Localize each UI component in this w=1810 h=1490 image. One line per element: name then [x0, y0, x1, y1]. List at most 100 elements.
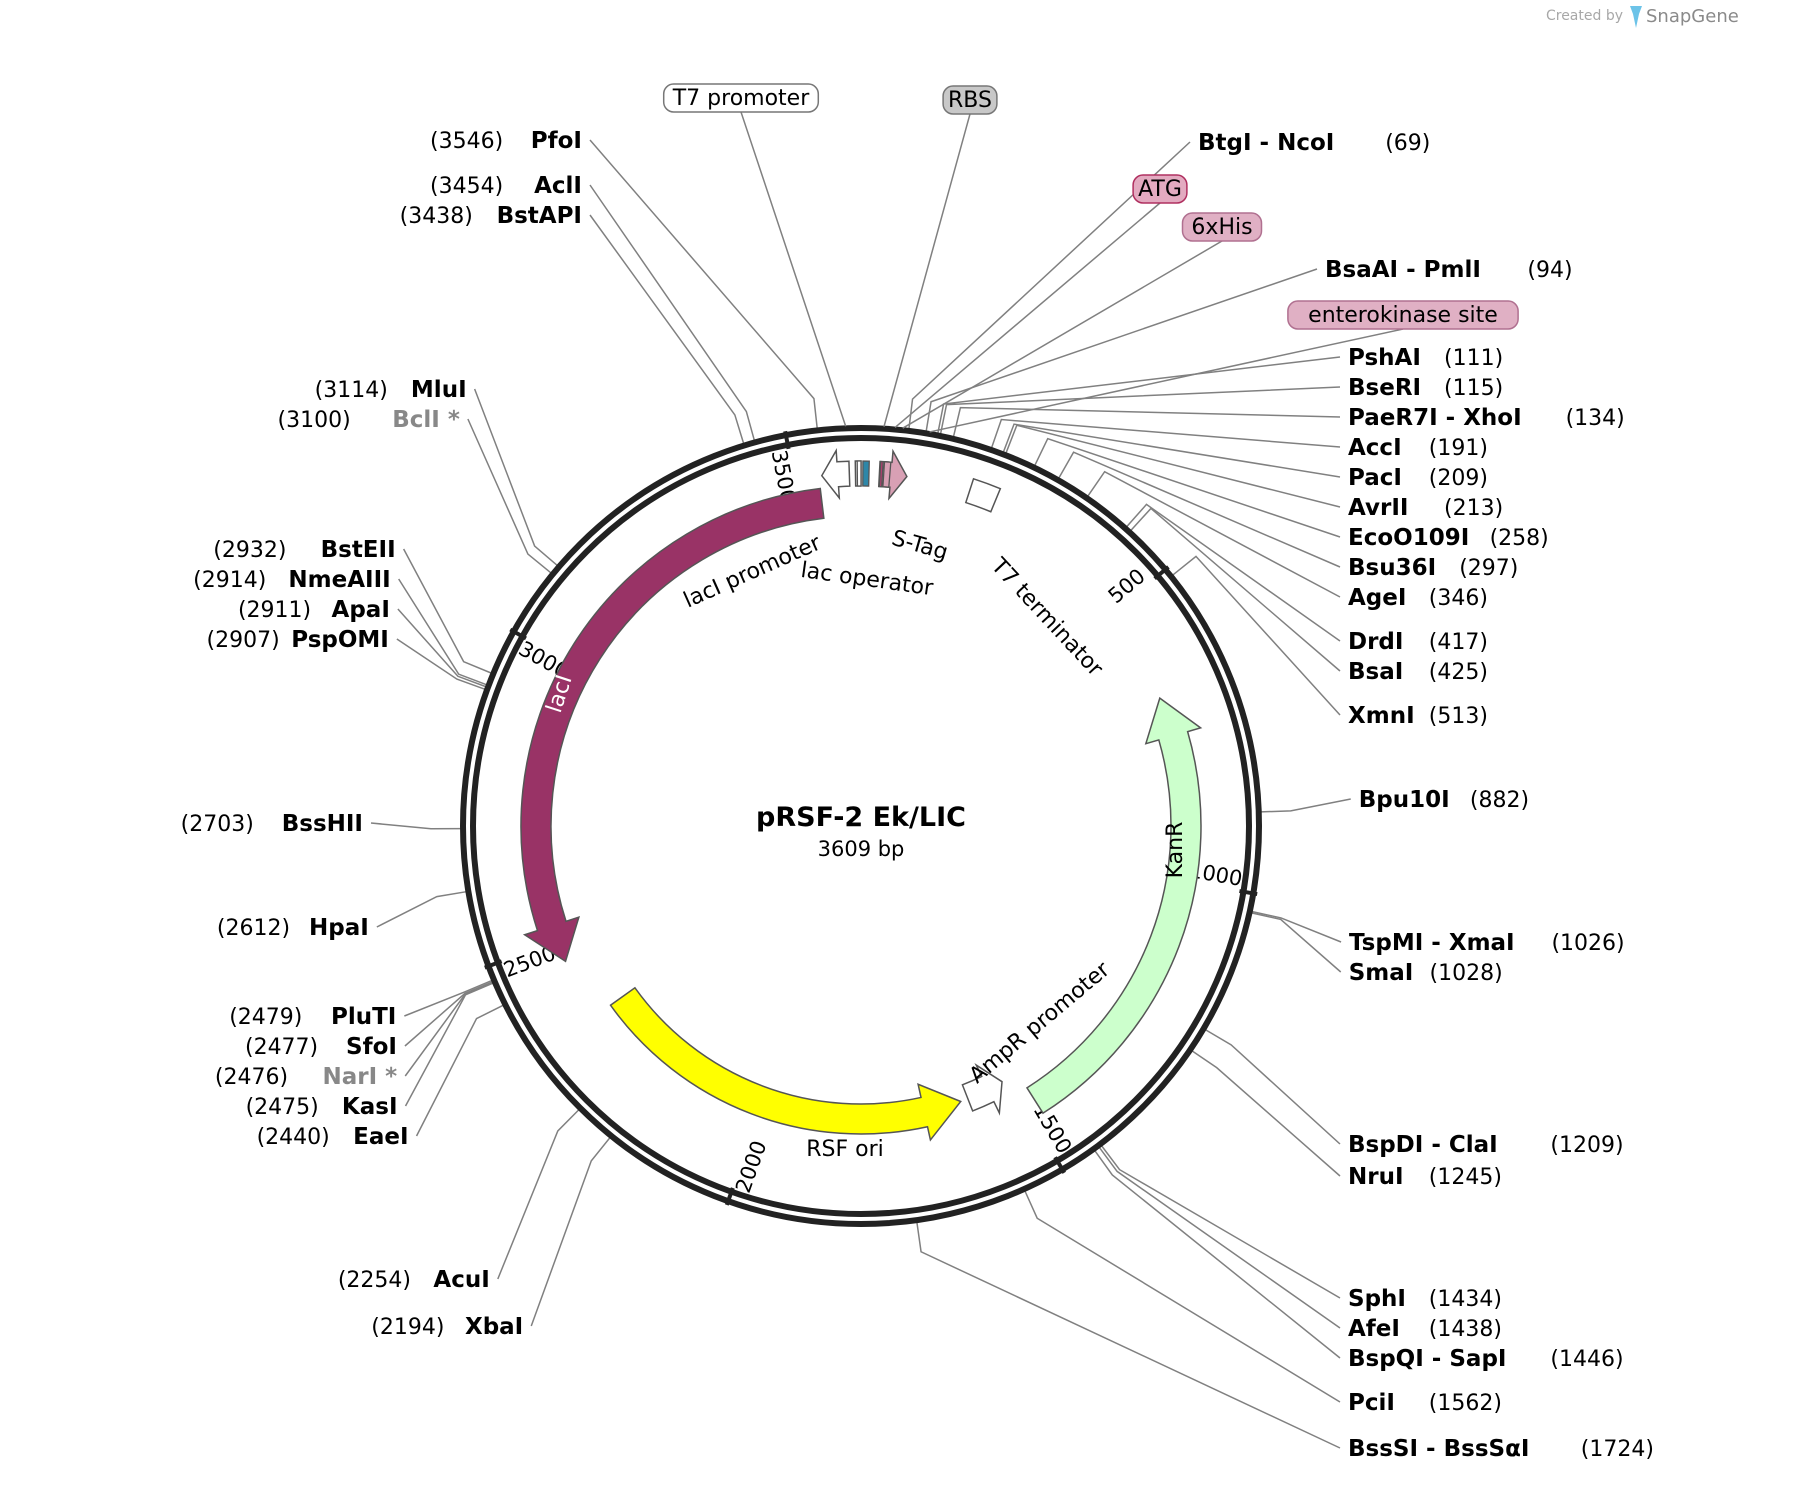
box-leader-line	[883, 113, 971, 427]
site-acui[interactable]: AcuI (2254)	[338, 1267, 490, 1293]
feature-label-enterokinase-site[interactable]: enterokinase site	[1287, 300, 1519, 330]
site-pfoi[interactable]: PfoI (3546)	[430, 128, 582, 154]
feature-label-atg[interactable]: ATG	[1132, 174, 1188, 204]
site-position: (2703)	[181, 812, 254, 837]
site-position: (94)	[1527, 258, 1572, 283]
site-name: BsaI	[1348, 659, 1403, 685]
site-sphi[interactable]: SphI (1434)	[1348, 1286, 1502, 1312]
site-bspdi-clai[interactable]: BspDI - ClaI (1209)	[1348, 1132, 1624, 1158]
feature-ampr-promoter[interactable]	[961, 1062, 1003, 1116]
feature-laci-promoter[interactable]	[820, 448, 851, 501]
site-acci[interactable]: AccI (191)	[1348, 435, 1488, 461]
site-hpai[interactable]: HpaI (2612)	[217, 915, 369, 941]
box-leader-line	[740, 111, 847, 427]
site-name: XmnI	[1348, 703, 1415, 729]
site-bspqi-sapi[interactable]: BspQI - SapI (1446)	[1348, 1346, 1624, 1372]
site-kasi[interactable]: KasI (2475)	[246, 1094, 398, 1120]
snapgene-logo-icon	[1630, 6, 1642, 28]
site-pcii[interactable]: PciI (1562)	[1348, 1390, 1502, 1416]
site-xbai[interactable]: XbaI (2194)	[371, 1314, 523, 1340]
site-position: (2907)	[207, 628, 280, 653]
site-position: (1209)	[1550, 1133, 1623, 1158]
site-bcli[interactable]: BclI * (3100)	[278, 407, 460, 433]
feature-label-rbs[interactable]: RBS	[942, 85, 998, 115]
site-leader-line	[908, 141, 1191, 429]
site-agei[interactable]: AgeI (346)	[1348, 585, 1488, 611]
site-name: PciI	[1348, 1390, 1395, 1416]
site-position: (69)	[1385, 131, 1430, 156]
site-position: (258)	[1490, 526, 1549, 551]
site-paci[interactable]: PacI (209)	[1348, 465, 1488, 491]
snapgene-brand: SnapGene	[1646, 6, 1739, 27]
site-name: KasI	[342, 1094, 398, 1120]
site-nmeaiii[interactable]: NmeAIII (2914)	[193, 567, 391, 593]
site-paer7i-xhoi[interactable]: PaeR7I - XhoI (134)	[1348, 405, 1625, 431]
site-tspmi-xmai[interactable]: TspMI - XmaI (1026)	[1349, 930, 1625, 956]
site-bseri[interactable]: BseRI (115)	[1348, 375, 1503, 401]
feature-label-t7-promoter[interactable]: T7 promoter	[662, 83, 820, 113]
tick-label: 2000	[731, 1138, 771, 1196]
site-acli[interactable]: AclI (3454)	[430, 173, 582, 199]
site-position: (2612)	[217, 916, 290, 941]
site-xmni[interactable]: XmnI (513)	[1348, 703, 1488, 729]
site-drdi[interactable]: DrdI (417)	[1348, 629, 1488, 655]
site-position: (346)	[1429, 586, 1488, 611]
feature-label-text: ATG	[1138, 177, 1182, 202]
site-bpu10i[interactable]: Bpu10I (882)	[1359, 787, 1529, 813]
site-bsteii[interactable]: BstEII (2932)	[213, 537, 395, 563]
site-pshai[interactable]: PshAI (111)	[1348, 345, 1503, 371]
feature-t7-terminator[interactable]	[964, 477, 1002, 513]
site-eaei[interactable]: EaeI (2440)	[257, 1124, 409, 1150]
site-leader-line	[397, 608, 487, 688]
site-bsu36i[interactable]: Bsu36I (297)	[1348, 555, 1518, 581]
site-leader-line	[1094, 1150, 1341, 1359]
lac-operator-box	[856, 460, 862, 487]
site-mlui[interactable]: MluI (3114)	[315, 377, 467, 403]
site-name: SmaI	[1349, 960, 1414, 986]
site-smai[interactable]: SmaI (1028)	[1349, 960, 1503, 986]
site-position: (3546)	[430, 129, 503, 154]
site-bsshii[interactable]: BssHII (2703)	[181, 811, 363, 837]
site-position: (1724)	[1581, 1437, 1654, 1462]
tick-mark	[724, 1187, 735, 1206]
site-position: (1026)	[1551, 931, 1624, 956]
site-nari[interactable]: NarI * (2476)	[215, 1064, 397, 1090]
site-name: BstEII	[321, 537, 396, 563]
tick-mark	[783, 430, 791, 450]
site-leader-line	[1005, 424, 1341, 508]
site-leader-line	[1251, 912, 1342, 973]
site-avrii[interactable]: AvrII (213)	[1348, 495, 1503, 521]
site-bstapi[interactable]: BstAPI (3438)	[400, 203, 582, 229]
site-leader-line	[939, 386, 1341, 435]
site-leader-line	[1130, 507, 1341, 672]
feature-shape	[961, 1062, 1003, 1116]
site-pluti[interactable]: PluTI (2479)	[229, 1004, 396, 1030]
site-position: (111)	[1444, 346, 1503, 371]
site-position: (1562)	[1429, 1391, 1502, 1416]
site-leader-line	[1260, 798, 1351, 813]
site-btgi-ncoi[interactable]: BtgI - NcoI (69)	[1198, 130, 1430, 156]
site-name: BclI *	[392, 407, 460, 433]
site-pspomi[interactable]: PspOMI (2907)	[207, 627, 389, 653]
feature-laci[interactable]	[520, 487, 825, 963]
site-position: (3454)	[430, 174, 503, 199]
site-ecoo109i[interactable]: EcoO109I (258)	[1348, 525, 1549, 551]
site-leader-line	[1002, 423, 1341, 478]
site-name: AgeI	[1348, 585, 1406, 611]
site-name: PfoI	[531, 128, 582, 154]
site-bsai[interactable]: BsaI (425)	[1348, 659, 1488, 685]
feature-label-6xhis[interactable]: 6xHis	[1181, 212, 1263, 242]
site-bsaai-pmli[interactable]: BsaAI - PmlI (94)	[1325, 257, 1573, 283]
site-apai[interactable]: ApaI (2911)	[238, 597, 390, 623]
site-nrui[interactable]: NruI (1245)	[1348, 1164, 1502, 1190]
feature-rsf-ori[interactable]	[609, 986, 962, 1142]
site-name: AclI	[534, 173, 582, 199]
site-bsssi-bsss-i[interactable]: BssSI - BssSαI (1724)	[1348, 1436, 1654, 1462]
KanR-label: KanR	[1163, 822, 1188, 879]
feature-kanr[interactable]	[1025, 696, 1203, 1115]
outer-strand	[460, 425, 1262, 1227]
site-sfoi[interactable]: SfoI (2477)	[245, 1034, 397, 1060]
site-leader-line	[937, 356, 1341, 434]
site-position: (2911)	[238, 598, 311, 623]
site-afei[interactable]: AfeI (1438)	[1348, 1316, 1502, 1342]
